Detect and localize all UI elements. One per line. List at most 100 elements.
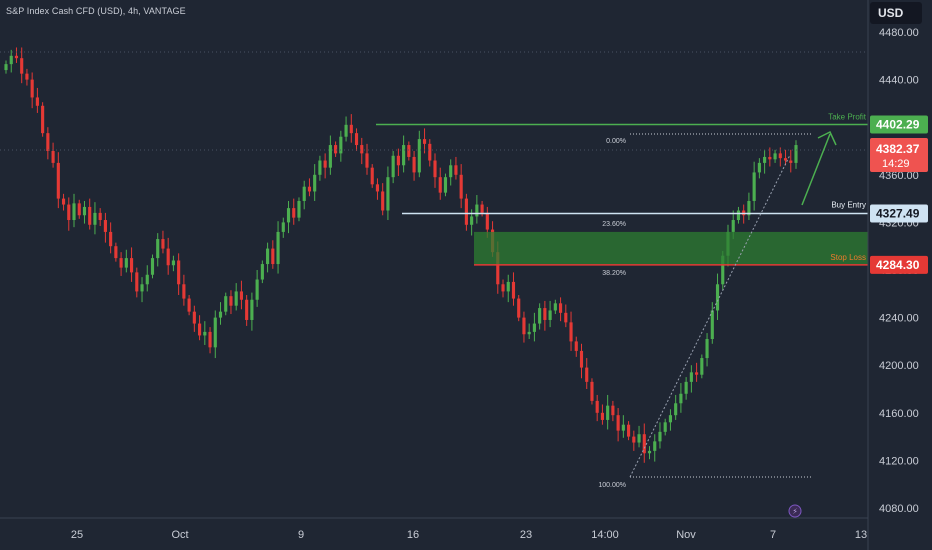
candle-body [334,145,338,154]
candle-body [402,145,406,166]
candle-body [250,299,254,320]
candle-body [313,174,317,192]
buy-entry-price-tag-bg [870,204,928,223]
candle-body [496,252,500,285]
y-tick-label: 4240.00 [879,313,919,325]
candle-body [538,308,542,324]
candle-body [56,162,60,199]
y-tick-label: 4480.00 [879,27,919,39]
candle-body [543,308,547,320]
candle-body [689,372,693,382]
candle-body [61,198,66,205]
candle-body [166,248,170,266]
event-marker-icon [788,504,802,518]
candle-body [480,204,484,213]
candle-body [266,248,270,265]
candle-body [82,206,87,216]
x-tick-label: 16 [407,529,419,541]
candle-body [203,331,207,336]
candle-body [328,145,332,168]
candle-body [700,358,704,375]
candle-body [140,284,144,292]
candle-body [721,255,725,285]
lightning-icon: ⚡ [792,507,798,516]
candle-body [763,156,767,163]
candle-body [454,165,458,175]
candle-body [381,191,385,211]
candle-body [752,172,756,201]
candle-body [768,156,772,160]
candle-body [224,296,228,312]
candle-body [171,260,175,266]
candle-body [595,400,599,413]
candle-body [35,97,39,106]
candle-body [339,136,343,154]
candle-body [632,436,636,443]
candle-body [417,139,421,173]
candle-body [187,298,191,312]
candle-body [778,153,782,159]
candle-body [606,405,610,420]
candle-body [668,415,673,423]
candle-body [548,310,552,320]
entry-zone [474,231,868,265]
candle-body [522,317,526,335]
candle-body [391,155,395,178]
x-tick-label: 23 [520,529,532,541]
y-tick-label: 4080.00 [879,503,919,515]
candle-body [731,220,735,232]
candle-body [532,323,536,332]
currency-button[interactable]: USD [870,2,922,24]
candle-body [25,73,29,80]
take-profit-label: Take Profit [828,112,867,121]
candle-body [213,317,217,348]
candle-body [517,298,521,318]
candle-body [627,424,631,437]
candle-body [789,160,793,163]
candle-body [621,424,625,431]
candle-body [145,274,149,285]
x-tick-label: Oct [171,529,188,541]
candle-body [161,239,165,249]
y-tick-label: 4160.00 [879,408,919,420]
candle-body [773,153,777,160]
fib-label: 100.00% [598,482,626,489]
candle-body [182,284,186,299]
candle-body [14,55,19,59]
candle-body [679,393,683,404]
candle-body [506,281,510,292]
candle-body [72,203,76,221]
candle-body [475,204,479,217]
x-tick-label: 9 [298,529,304,541]
candle-body [569,322,573,342]
candle-body [297,200,301,218]
candle-body [302,186,306,201]
candle-body [135,272,139,292]
candle-body [674,403,678,416]
candle-body [349,124,353,134]
x-tick-label: Nov [676,529,696,541]
candle-body [354,133,359,146]
candle-body [245,299,249,320]
y-tick-label: 4440.00 [879,75,919,87]
candle-body [715,284,720,311]
buy-entry-price-tag: 4327.49 [876,206,920,220]
candle-body [150,258,155,275]
candle-body [4,64,8,71]
buy-entry-label: Buy Entry [831,200,866,209]
fib-label: 0.00% [606,138,626,145]
candle-body [647,450,652,454]
candle-body [229,296,233,306]
stop-loss-label: Stop Loss [830,253,866,262]
candle-body [747,200,751,216]
candle-body [109,231,113,247]
candle-body [67,204,71,221]
candle-body [564,312,568,323]
candle-body [370,167,374,185]
x-tick-label: 7 [770,529,776,541]
candle-body [129,258,134,273]
candle-body [600,412,604,420]
current-price-tag-bg [870,138,928,172]
